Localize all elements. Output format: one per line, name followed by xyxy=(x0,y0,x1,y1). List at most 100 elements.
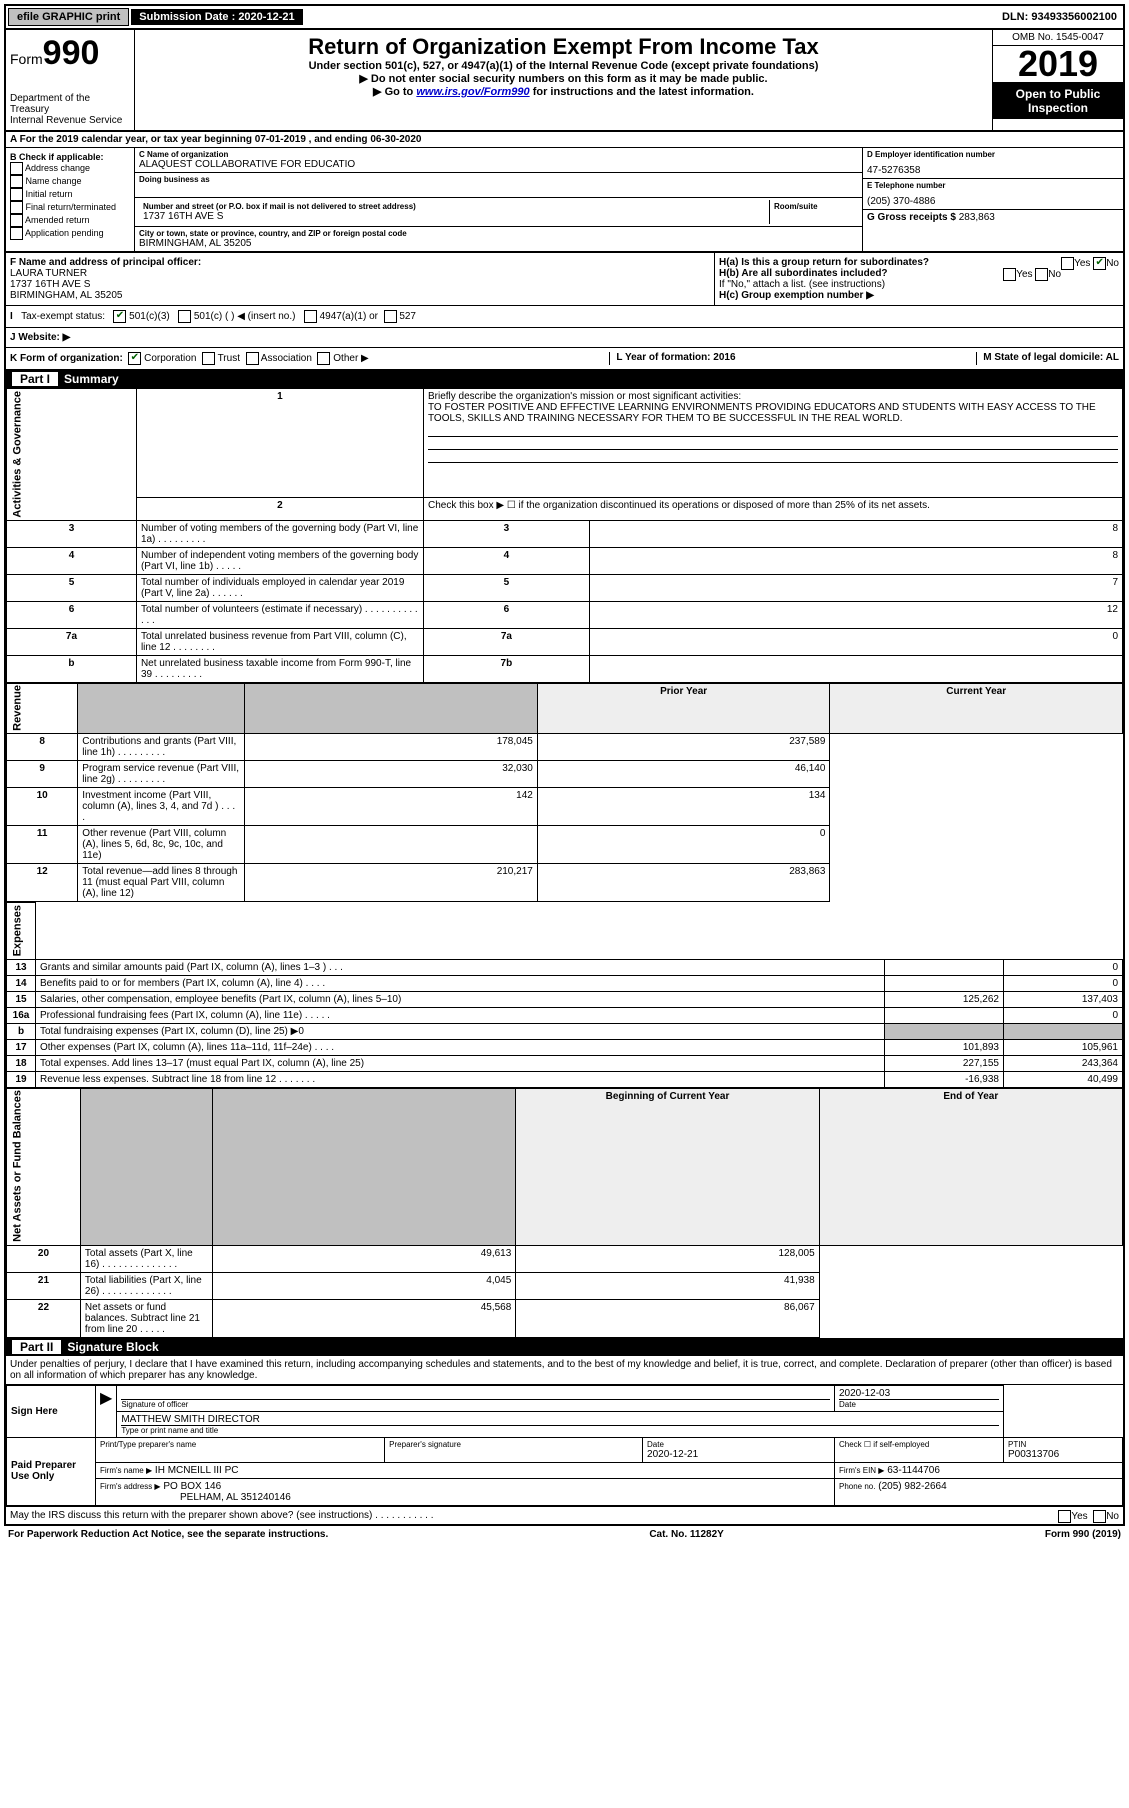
chk-amended[interactable]: Amended return xyxy=(10,214,130,227)
g-label: G Gross receipts $ xyxy=(867,212,959,223)
chk-name[interactable]: Name change xyxy=(10,175,130,188)
form-title: Return of Organization Exempt From Incom… xyxy=(139,34,988,60)
l-section: L Year of formation: 2016 xyxy=(609,352,735,365)
chk-corp[interactable] xyxy=(128,352,141,365)
hb-no[interactable]: No xyxy=(1048,269,1061,280)
firm-addr: PO BOX 146 xyxy=(163,1481,221,1492)
firm-ein-cell: Firm's EIN ▶ 63-1144706 xyxy=(835,1462,1123,1478)
chk-address[interactable]: Address change xyxy=(10,162,130,175)
part1-header: Part ISummary xyxy=(6,370,1123,388)
exp-row-18: 18Total expenses. Add lines 13–17 (must … xyxy=(7,1055,1123,1071)
phone-cell: E Telephone number (205) 370-4886 xyxy=(863,179,1123,210)
efile-btn[interactable]: efile GRAPHIC print xyxy=(8,8,129,26)
hc-label: H(c) Group exemption number ▶ xyxy=(719,290,874,301)
signature-table: Sign Here ▶ Signature of officer 2020-12… xyxy=(6,1385,1123,1506)
footer-left: For Paperwork Reduction Act Notice, see … xyxy=(8,1529,328,1540)
gov-row-b: bNet unrelated business taxable income f… xyxy=(7,655,1123,682)
chk-pending[interactable]: Application pending xyxy=(10,227,130,240)
firm-name: IH MCNEILL III PC xyxy=(155,1465,239,1476)
ha-yes[interactable]: Yes xyxy=(1074,258,1090,269)
subtitle-2: ▶ Do not enter social security numbers o… xyxy=(139,72,988,85)
m-section: M State of legal domicile: AL xyxy=(976,352,1119,365)
part1-title: Summary xyxy=(64,372,119,386)
prep-name-cell: Print/Type preparer's name xyxy=(96,1437,385,1462)
gross-receipts: 283,863 xyxy=(959,212,995,223)
firm-addr2: PELHAM, AL 351240146 xyxy=(180,1492,291,1503)
chk-other[interactable] xyxy=(317,352,330,365)
mission-text: TO FOSTER POSITIVE AND EFFECTIVE LEARNIN… xyxy=(428,402,1096,424)
gov-row-4: 4Number of independent voting members of… xyxy=(7,547,1123,574)
officer-sig-cell: Signature of officer xyxy=(117,1385,835,1411)
footer-mid: Cat. No. 11282Y xyxy=(649,1529,723,1540)
footer-right: Form 990 (2019) xyxy=(1045,1529,1121,1540)
f-label: F Name and address of principal officer: xyxy=(10,257,201,268)
vlabel-exp: Expenses xyxy=(7,903,36,959)
opt-501c3: 501(c)(3) xyxy=(129,311,170,322)
tax-year: 2019 xyxy=(993,46,1123,83)
sign-arrow-icon: ▶ xyxy=(96,1385,117,1437)
officer-name: LAURA TURNER xyxy=(10,268,87,279)
street-row: Number and street (or P.O. box if mail i… xyxy=(135,198,862,227)
officer-addr1: 1737 16TH AVE S xyxy=(10,279,90,290)
discuss-no: No xyxy=(1106,1511,1119,1522)
chk-final[interactable]: Final return/terminated xyxy=(10,201,130,214)
form-header: Form990 Department of the Treasury Inter… xyxy=(6,30,1123,132)
discuss-no-chk[interactable] xyxy=(1093,1510,1106,1523)
chk-assoc[interactable] xyxy=(246,352,259,365)
opt-527: 527 xyxy=(399,311,416,322)
firm-name-cell: Firm's name ▶ IH MCNEILL III PC xyxy=(96,1462,835,1478)
chk-527[interactable] xyxy=(384,310,397,323)
chk-trust[interactable] xyxy=(202,352,215,365)
rev-row-8: 8Contributions and grants (Part VIII, li… xyxy=(7,734,1123,761)
c-label: C Name of organization xyxy=(139,150,858,159)
firm-ein-label: Firm's EIN ▶ xyxy=(839,1466,884,1475)
na-row-20: 20Total assets (Part X, line 16) . . . .… xyxy=(7,1245,1123,1272)
sec-b-heading: B Check if applicable: xyxy=(10,152,104,162)
ein-cell: D Employer identification number 47-5276… xyxy=(863,148,1123,179)
street-val: 1737 16TH AVE S xyxy=(143,211,765,222)
period-row: A For the 2019 calendar year, or tax yea… xyxy=(6,132,1123,148)
line2: Check this box ▶ ☐ if the organization d… xyxy=(423,497,1122,520)
typed-name: MATTHEW SMITH DIRECTOR xyxy=(121,1414,999,1426)
chk-501c3[interactable] xyxy=(113,310,126,323)
ptin-cell: PTIN P00313706 xyxy=(1004,1437,1123,1462)
ptin: P00313706 xyxy=(1008,1449,1118,1460)
vlabel-gov: Activities & Governance xyxy=(7,389,137,521)
officer-addr2: BIRMINGHAM, AL 35205 xyxy=(10,290,122,301)
gov-row-6: 6Total number of volunteers (estimate if… xyxy=(7,601,1123,628)
ha-no[interactable]: No xyxy=(1106,258,1119,269)
ha-label: H(a) Is this a group return for subordin… xyxy=(719,257,929,268)
ts-label: Tax-exempt status: xyxy=(21,311,105,322)
open-inspection: Open to Public Inspection xyxy=(993,83,1123,119)
sec-h: H(a) Is this a group return for subordin… xyxy=(715,253,1123,305)
sig-date: 2020-12-03 xyxy=(839,1388,999,1400)
chk-4947[interactable] xyxy=(304,310,317,323)
part2-title: Signature Block xyxy=(67,1340,158,1354)
rev-row-12: 12Total revenue—add lines 8 through 11 (… xyxy=(7,864,1123,902)
discuss-text: May the IRS discuss this return with the… xyxy=(10,1510,434,1521)
discuss-yes-chk[interactable] xyxy=(1058,1510,1071,1523)
chk-initial[interactable]: Initial return xyxy=(10,188,130,201)
vlabel-rev: Revenue xyxy=(7,683,78,734)
city-val: BIRMINGHAM, AL 35205 xyxy=(139,238,858,249)
declaration: Under penalties of perjury, I declare th… xyxy=(6,1356,1123,1385)
gross-receipts-cell: G Gross receipts $ 283,863 xyxy=(863,210,1123,225)
typed-name-cell: MATTHEW SMITH DIRECTOR Type or print nam… xyxy=(117,1411,1004,1437)
rev-row-9: 9Program service revenue (Part VIII, lin… xyxy=(7,761,1123,788)
sec-b-mid: C Name of organization ALAQUEST COLLABOR… xyxy=(135,148,862,251)
prep-sig-cell: Preparer's signature xyxy=(385,1437,643,1462)
exp-row-13: 13Grants and similar amounts paid (Part … xyxy=(7,959,1123,975)
klm-row: K Form of organization: Corporation Trus… xyxy=(6,348,1123,370)
prep-date-label: Date xyxy=(647,1440,830,1449)
form-container: efile GRAPHIC print Submission Date : 20… xyxy=(4,4,1125,1526)
prior-year-header: Prior Year xyxy=(537,683,830,734)
hb-yes[interactable]: Yes xyxy=(1016,269,1032,280)
dln: DLN: 93493356002100 xyxy=(1002,11,1123,23)
instructions-link[interactable]: www.irs.gov/Form990 xyxy=(416,86,529,98)
prep-check[interactable]: Check ☐ if self-employed xyxy=(839,1440,999,1449)
chk-501c[interactable] xyxy=(178,310,191,323)
current-year-header: Current Year xyxy=(830,683,1123,734)
line1: Briefly describe the organization's miss… xyxy=(423,389,1122,498)
prep-date: 2020-12-21 xyxy=(647,1449,830,1460)
gov-row-5: 5Total number of individuals employed in… xyxy=(7,574,1123,601)
